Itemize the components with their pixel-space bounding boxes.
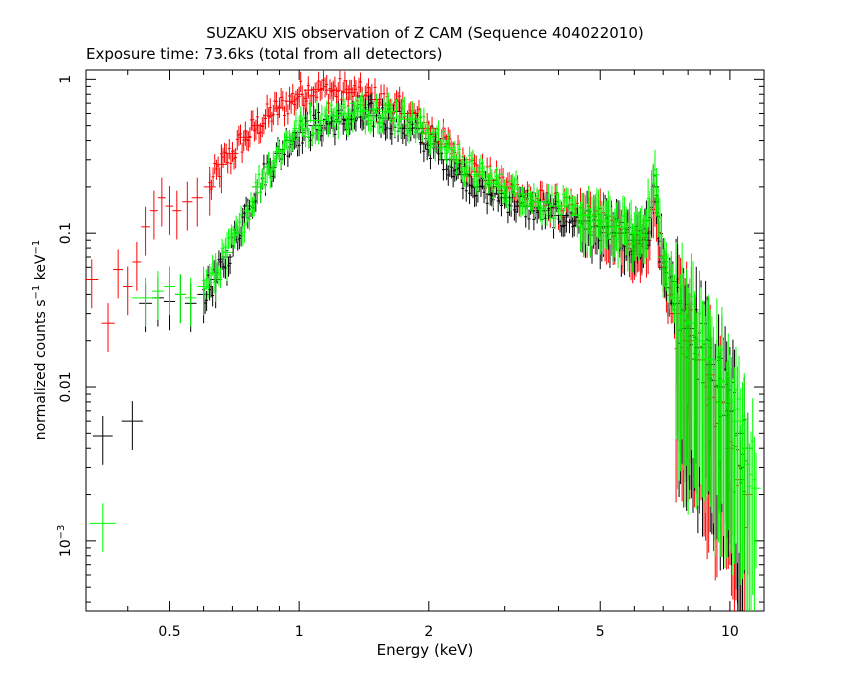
series-1 <box>85 70 753 611</box>
x-tick-label: 2 <box>424 624 433 640</box>
series-3 <box>89 91 761 611</box>
data-series <box>85 70 761 611</box>
y-axis-label-exponent-2: −1 <box>31 240 42 255</box>
y-tick-label: 0.01 <box>58 371 74 402</box>
x-tick-label: 0.5 <box>158 624 180 640</box>
y-axis-label-main: normalized counts s <box>33 299 49 440</box>
y-axis-label-exponent-1: −1 <box>31 285 42 300</box>
y-tick-label: 10−3 <box>56 525 74 558</box>
x-axis-ticks: 0.5 1 2 5 10 <box>127 70 739 640</box>
x-tick-label: 10 <box>721 624 739 640</box>
y-axis-ticks: 10−3 0.01 0.1 1 <box>56 75 764 603</box>
y-tick-label: 1 <box>58 75 74 84</box>
y-axis-label-unit: keV <box>33 254 49 285</box>
x-tick-label: 5 <box>596 624 605 640</box>
y-axis-label: normalized counts s−1 keV−1 <box>31 240 49 441</box>
chart-title: SUZAKU XIS observation of Z CAM (Sequenc… <box>206 24 644 42</box>
chart-subtitle: Exposure time: 73.6ks (total from all de… <box>86 45 442 63</box>
y-tick-label: 0.1 <box>58 222 74 244</box>
x-tick-label: 1 <box>295 624 304 640</box>
x-axis-label: Energy (keV) <box>377 641 474 659</box>
